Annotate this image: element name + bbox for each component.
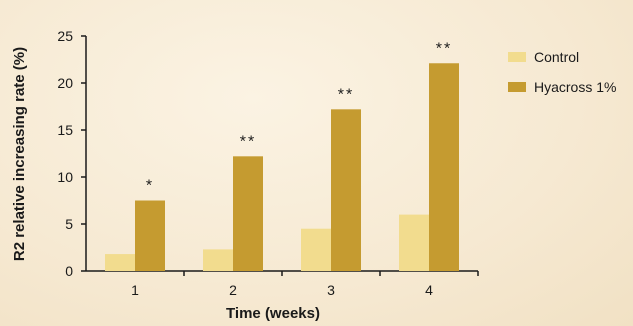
x-tick-label: 3 [327, 282, 335, 298]
y-tick-label: 10 [57, 169, 73, 185]
y-tick-label: 0 [65, 263, 73, 279]
x-axis: 1 2 3 4 [86, 270, 479, 298]
significance-mark: ** [436, 40, 452, 57]
y-tick-label: 20 [57, 75, 73, 91]
y-tick-label: 25 [57, 28, 73, 44]
bar-control-week-1 [105, 254, 135, 271]
x-tick-label: 2 [229, 282, 237, 298]
bar-hyacross-week-3 [331, 109, 361, 271]
bar-control-week-2 [203, 249, 233, 271]
legend: Control Hyacross 1% [508, 49, 616, 95]
x-tick-label: 4 [425, 282, 433, 298]
legend-swatch-control [508, 52, 526, 62]
bar-control-week-4 [399, 214, 429, 271]
x-axis-title: Time (weeks) [226, 305, 320, 322]
bar-hyacross-week-4 [429, 63, 459, 272]
bars [105, 63, 459, 272]
legend-label-hyacross: Hyacross 1% [534, 79, 616, 95]
y-axis: 0 5 10 15 20 25 [57, 28, 87, 279]
significance-mark: * [146, 178, 154, 195]
significance-mark: ** [240, 133, 256, 150]
significance-mark: ** [338, 86, 354, 103]
legend-label-control: Control [534, 49, 579, 65]
y-tick-label: 15 [57, 122, 73, 138]
legend-swatch-hyacross [508, 82, 526, 92]
y-axis-title: R2 relative increasing rate (%) [11, 47, 28, 261]
x-tick-label: 1 [131, 282, 139, 298]
bar-control-week-3 [301, 228, 331, 271]
y-tick-label: 5 [65, 216, 73, 232]
bar-hyacross-week-1 [135, 200, 165, 271]
bar-hyacross-week-2 [233, 156, 263, 271]
significance-marks: ******* [146, 40, 452, 195]
